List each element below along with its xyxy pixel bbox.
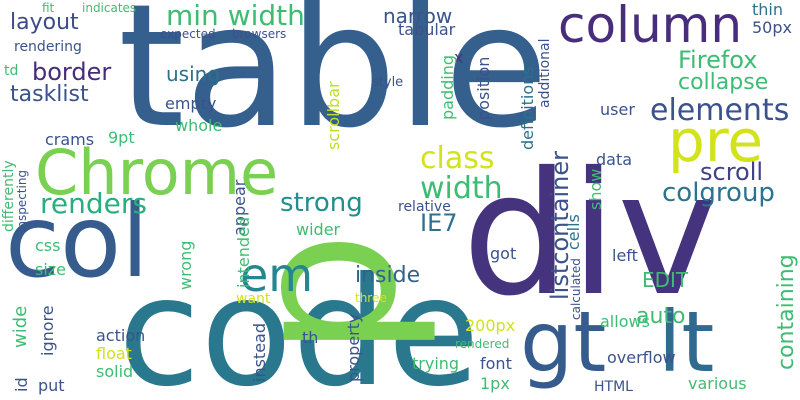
word-allows: allows — [600, 312, 650, 331]
word-padding: padding — [438, 54, 457, 120]
word-solid: solid — [96, 362, 134, 381]
word-col: col — [5, 183, 149, 300]
word-relative: relative — [398, 199, 451, 215]
word-various: various — [688, 374, 747, 393]
word-expected: expected — [160, 27, 216, 41]
word-differently: differently — [1, 160, 17, 232]
word-cells: cells — [564, 214, 583, 250]
word-lt: lt — [658, 293, 715, 391]
word-containing: containing — [774, 254, 799, 370]
word-auto: auto — [636, 304, 686, 329]
word-width: width — [420, 171, 503, 206]
word-chrome: Chrome — [35, 136, 279, 209]
word-9pt: 9pt — [108, 128, 135, 147]
word-tabular: tabular — [398, 20, 456, 39]
word-narrow: narrow — [383, 4, 453, 28]
word-property: property — [344, 313, 363, 383]
word-border: border — [32, 58, 112, 86]
word-thin: thin — [752, 0, 783, 19]
word-td: td — [4, 63, 19, 79]
word-id: id — [12, 377, 31, 392]
word-overflow: overflow — [607, 348, 676, 367]
word-font: font — [480, 354, 512, 373]
word-em: em — [240, 248, 314, 302]
word-crams: crams — [45, 130, 95, 149]
word-code: code — [118, 246, 480, 400]
word-wide: wide — [10, 305, 31, 348]
word-ignore: ignore — [38, 305, 57, 356]
word-th: th — [302, 328, 319, 347]
word-additional: additional — [537, 38, 553, 108]
word-elements: elements — [650, 93, 790, 128]
word-want: want — [236, 291, 271, 307]
word-table: table — [118, 0, 549, 166]
word-data: data — [596, 150, 633, 169]
word-x: x — [454, 48, 464, 67]
word-layout: layout — [10, 10, 79, 35]
word-definitions: definitions — [518, 66, 537, 150]
word-pre: pre — [668, 107, 764, 175]
word-whole: whole — [175, 116, 223, 135]
word-colgroup: colgroup — [662, 178, 775, 208]
word-gt-lt: gt — [520, 293, 607, 391]
word-using: using — [166, 62, 221, 86]
word-div: div — [462, 136, 718, 334]
word-browsers: browsers — [232, 27, 287, 41]
word-firefox: Firefox — [678, 46, 758, 74]
word-float: float — [96, 344, 132, 363]
word-css: css — [35, 236, 61, 255]
word-scrollbar: scrollbar — [324, 81, 343, 150]
word-fit: fit — [42, 1, 55, 15]
word-three: three — [355, 291, 387, 305]
word-intended: intended — [234, 217, 253, 288]
word-style: style — [372, 75, 404, 90]
word-got: got — [490, 244, 517, 263]
word-200px: 200px — [465, 316, 516, 335]
word-1px: 1px — [480, 374, 510, 393]
word-action: action — [96, 326, 146, 345]
word-size: size — [35, 260, 67, 279]
word-trying: trying — [412, 354, 460, 373]
word-indicates: indicates — [82, 1, 137, 15]
word-calculated: calculated — [569, 258, 583, 320]
word-inside: inside — [355, 263, 421, 288]
word-column: column — [558, 0, 743, 54]
word-collapse: collapse — [678, 70, 769, 95]
word-rendering: rendering — [14, 39, 82, 55]
word-min-width: min width — [166, 0, 305, 32]
word-instead: instead — [250, 323, 269, 382]
word-strong: strong — [280, 188, 363, 218]
word-empty: empty — [165, 94, 217, 113]
word-ie7: IE7 — [420, 209, 458, 237]
word-inspecting: inspecting — [15, 169, 29, 232]
word-user: user — [600, 100, 635, 119]
word-put: put — [38, 376, 65, 395]
word-html: HTML — [594, 379, 633, 395]
word-renders: renders — [40, 187, 147, 220]
word-wrong: wrong — [176, 240, 195, 290]
word-rendered: rendered — [455, 337, 510, 351]
word-left: left — [612, 246, 638, 265]
word-edit: EDIT — [642, 268, 689, 292]
word-position: position — [474, 56, 493, 120]
word-50px: 50px — [752, 18, 792, 37]
word-scroll: scroll — [700, 158, 764, 186]
word-tasklist: tasklist — [10, 82, 89, 107]
word-class: class — [420, 141, 495, 176]
word-wider: wider — [296, 220, 341, 239]
word-show: show — [586, 168, 605, 210]
